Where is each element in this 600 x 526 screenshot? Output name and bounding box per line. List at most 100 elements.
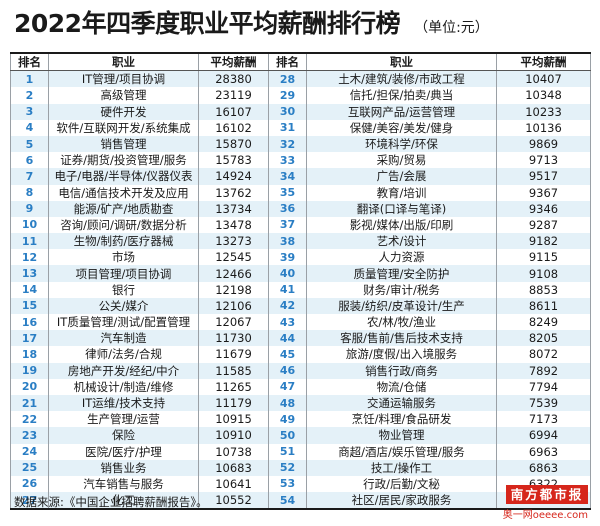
left-salary-cell: 10641 [198, 475, 269, 493]
table-row: 14 银行 12198 41 财务/审计/税务 8853 [10, 281, 591, 298]
right-job-cell: 旅游/度假/出入境服务 [306, 346, 497, 363]
left-salary-cell: 16107 [198, 103, 269, 120]
table-row: 15 公关/媒介 12106 42 服装/纺织/皮革设计/生产 8611 [10, 297, 591, 314]
salary-table: 排名 职业 平均薪酬 排名 职业 平均薪酬 1 IT管理/项目协调 28380 28 土… [10, 52, 591, 511]
right-salary-cell: 7794 [496, 378, 591, 395]
left-job-cell: 保险 [48, 427, 199, 444]
left-job-cell: 房地产开发/经纪/中介 [48, 362, 199, 379]
left-salary-cell: 11585 [198, 362, 269, 379]
right-job-cell: 销售行政/商务 [306, 362, 497, 379]
right-rank-cell: 37 [268, 216, 307, 234]
left-rank-cell: 22 [10, 411, 49, 428]
left-job-cell: 公关/媒介 [48, 297, 199, 314]
right-rank-cell: 49 [268, 411, 307, 428]
left-job-cell: 汽车制造 [48, 330, 199, 347]
left-salary-cell: 16102 [198, 119, 269, 136]
header-job-left: 职业 [48, 52, 199, 72]
left-salary-cell: 28380 [198, 70, 269, 88]
table-row: 2 高级管理 23119 29 信托/担保/拍卖/典当 10348 [10, 87, 591, 104]
left-salary-cell: 12545 [198, 249, 269, 266]
right-salary-cell: 9287 [496, 216, 591, 234]
table-header: 排名 职业 平均薪酬 排名 职业 平均薪酬 [10, 52, 591, 72]
left-job-cell: 销售管理 [48, 135, 199, 153]
right-job-cell: 信托/担保/拍卖/典当 [306, 87, 497, 104]
right-salary-cell: 9115 [496, 249, 591, 266]
left-job-cell: IT质量管理/测试/配置管理 [48, 314, 199, 331]
table-row: 10 咨询/顾问/调研/数据分析 13478 37 影视/媒体/出版/印刷 9287 [10, 216, 591, 234]
right-salary-cell: 8249 [496, 314, 591, 331]
left-rank-cell: 20 [10, 378, 49, 395]
right-job-cell: 人力资源 [306, 249, 497, 266]
table-row: 7 电子/电器/半导体/仪器仪表 14924 34 广告/会展 9517 [10, 168, 591, 185]
left-rank-cell: 25 [10, 459, 49, 476]
right-job-cell: 环境科学/环保 [306, 135, 497, 153]
right-salary-cell: 10233 [496, 103, 591, 120]
left-job-cell: 银行 [48, 281, 199, 298]
left-salary-cell: 12466 [198, 265, 269, 282]
left-salary-cell: 11730 [198, 330, 269, 347]
right-salary-cell: 8072 [496, 346, 591, 363]
right-job-cell: 采购/贸易 [306, 152, 497, 169]
table-row: 21 IT运维/技术支持 11179 48 交通运输服务 7539 [10, 394, 591, 412]
left-salary-cell: 10683 [198, 459, 269, 476]
left-job-cell: 生产管理/运营 [48, 411, 199, 428]
right-job-cell: 客服/售前/售后技术支持 [306, 330, 497, 347]
right-job-cell: 烹饪/料理/食品研发 [306, 411, 497, 428]
left-rank-cell: 9 [10, 200, 49, 217]
table-row: 24 医院/医疗/护理 10738 51 商超/酒店/娱乐管理/服务 6963 [10, 443, 591, 460]
left-rank-cell: 24 [10, 443, 49, 460]
right-job-cell: 保健/美容/美发/健身 [306, 119, 497, 136]
right-job-cell: 交通运输服务 [306, 394, 497, 412]
left-job-cell: 项目管理/项目协调 [48, 265, 199, 282]
left-job-cell: 医院/医疗/护理 [48, 443, 199, 460]
left-job-cell: 证券/期货/投资管理/服务 [48, 152, 199, 169]
left-job-cell: 高级管理 [48, 87, 199, 104]
left-job-cell: 硬件开发 [48, 103, 199, 120]
right-job-cell: 财务/审计/税务 [306, 281, 497, 298]
left-salary-cell: 12106 [198, 297, 269, 314]
header-rank-left: 排名 [10, 52, 49, 72]
left-salary-cell: 23119 [198, 87, 269, 104]
header-rank-right: 排名 [268, 52, 307, 72]
right-salary-cell: 9346 [496, 200, 591, 217]
left-rank-cell: 23 [10, 427, 49, 444]
right-rank-cell: 54 [268, 492, 307, 511]
right-rank-cell: 45 [268, 346, 307, 363]
table-row: 25 销售业务 10683 52 技工/操作工 6863 [10, 459, 591, 476]
right-salary-cell: 7173 [496, 411, 591, 428]
right-rank-cell: 42 [268, 297, 307, 314]
left-job-cell: 软件/互联网开发/系统集成 [48, 119, 199, 136]
right-rank-cell: 38 [268, 233, 307, 250]
right-rank-cell: 33 [268, 152, 307, 169]
table-row: 16 IT质量管理/测试/配置管理 12067 43 农/林/牧/渔业 8249 [10, 314, 591, 331]
left-job-cell: IT运维/技术支持 [48, 394, 199, 412]
table-row: 13 项目管理/项目协调 12466 40 质量管理/安全防护 9108 [10, 265, 591, 282]
right-rank-cell: 31 [268, 119, 307, 136]
table-row: 12 市场 12545 39 人力资源 9115 [10, 249, 591, 266]
table-row: 5 销售管理 15870 32 环境科学/环保 9869 [10, 135, 591, 153]
right-job-cell: 社区/居民/家政服务 [306, 492, 497, 511]
right-job-cell: 互联网产品/运营管理 [306, 103, 497, 120]
left-job-cell: 汽车销售与服务 [48, 475, 199, 493]
source-note: 数据来源:《中国企业招聘薪酬报告》。 [14, 495, 208, 509]
right-salary-cell: 7892 [496, 362, 591, 379]
header-job-right: 职业 [306, 52, 497, 72]
right-rank-cell: 35 [268, 184, 307, 201]
table-row: 17 汽车制造 11730 44 客服/售前/售后技术支持 8205 [10, 330, 591, 347]
table-row: 4 软件/互联网开发/系统集成 16102 31 保健/美容/美发/健身 10136 [10, 119, 591, 136]
right-rank-cell: 28 [268, 70, 307, 88]
right-rank-cell: 48 [268, 394, 307, 412]
left-salary-cell: 13273 [198, 233, 269, 250]
left-job-cell: 电子/电器/半导体/仪器仪表 [48, 168, 199, 185]
right-job-cell: 翻译(口译与笔译) [306, 200, 497, 217]
left-salary-cell: 12067 [198, 314, 269, 331]
left-salary-cell: 11679 [198, 346, 269, 363]
right-rank-cell: 46 [268, 362, 307, 379]
table-row: 8 电信/通信技术开发及应用 13762 35 教育/培训 9367 [10, 184, 591, 201]
right-rank-cell: 39 [268, 249, 307, 266]
right-job-cell: 影视/媒体/出版/印刷 [306, 216, 497, 234]
right-rank-cell: 51 [268, 443, 307, 460]
table-row: 23 保险 10910 50 物业管理 6994 [10, 427, 591, 444]
left-job-cell: 咨询/顾问/调研/数据分析 [48, 216, 199, 234]
left-job-cell: 市场 [48, 249, 199, 266]
